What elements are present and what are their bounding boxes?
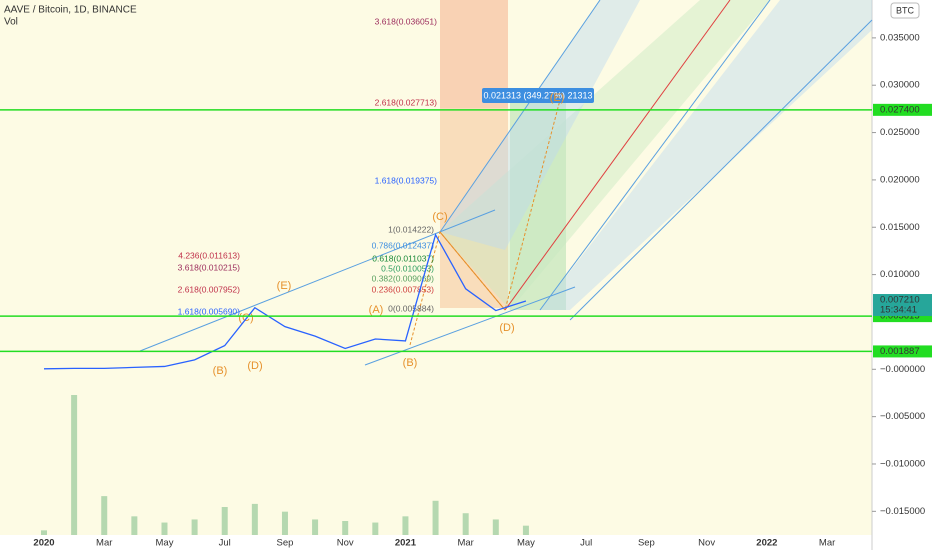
y-tick-label: 0.020000 [880,174,920,185]
currency-button[interactable] [890,2,920,19]
price-axis [872,0,932,550]
y-tick-label: 0.035000 [880,32,920,43]
volume-bar [101,496,108,535]
volume-bar [281,511,288,535]
wave-label: (B) [213,365,228,377]
channel-line [504,0,731,311]
volume-bar [41,530,47,535]
fib-label: 1.618(0.019375) [375,175,438,185]
volume-bar [462,513,469,535]
volume-bar [131,516,138,535]
fib-zone [440,108,508,308]
x-tick-label: Nov [337,538,354,549]
volume-bar [342,521,349,535]
volume-bar [492,519,499,535]
pitchfork [540,0,872,310]
volume-bar [402,516,409,535]
wave-label: (D) [499,322,514,334]
x-tick-label: Mar [819,538,835,549]
tooltip-box [482,88,594,103]
y-tick-label: 0.015000 [880,222,920,233]
fib-label: 0.786(0.012437) [372,240,435,250]
fib-label: 3.618(0.010215) [178,262,241,272]
fib-label: 0.382(0.009069) [372,273,435,283]
volume-bar [161,522,168,535]
price-line [43,233,527,370]
x-tick-label: 2020 [33,538,54,549]
wave-label: (C) [432,211,447,223]
fib-label: 1(0.014222) [388,224,434,234]
x-tick-label: Mar [457,538,473,549]
wave-label: (A) [369,304,384,316]
x-tick-label: Jul [580,538,592,549]
y-tick-label: −0.015000 [880,506,925,517]
volume-bar [71,395,78,535]
fib-label: 0.5(0.010053) [381,263,434,273]
wave-label: (D) [247,360,262,372]
volume-bar [191,519,198,535]
fib-label: 0.236(0.007853) [372,284,435,294]
x-tick-label: Sep [638,538,655,549]
y-tick-label: 0.030000 [880,80,920,91]
pitchfork [440,0,640,250]
last-price-tag [873,294,932,317]
wave-path [439,231,506,311]
wave-label: (E) [277,280,292,292]
channel-line [569,19,873,321]
level-tag [873,103,932,116]
level-label: 0.005615 [880,311,920,322]
x-tick-label: Sep [277,538,294,549]
x-tick-label: Nov [698,538,715,549]
y-tick-label: 0.010000 [880,269,920,280]
fib-label: 2.618(0.027713) [375,97,438,107]
tooltip: 0.021313 (349.27%) 21313 [483,90,592,100]
plot-background [0,0,872,535]
x-tick-label: Jul [219,538,231,549]
fib-label: 2.618(0.007952) [178,284,241,294]
x-tick-label: Mar [96,538,112,549]
x-tick-label: May [156,538,174,549]
y-tick-label: −0.010000 [880,458,925,469]
time-axis [0,535,872,550]
drawings: 0.021313 (349.27%) 21313 [139,0,873,366]
wave-label: (E) [550,92,565,104]
x-tick-label: 2021 [395,538,417,549]
level-label: 0.001887 [880,346,920,357]
fib-label: 4.236(0.011613) [178,250,240,260]
y-tick-label: −0.000000 [880,364,925,375]
channel-line [439,0,601,233]
volume-label: Vol [4,17,18,28]
channel-line [539,0,771,311]
volume-bar [522,525,529,535]
fib-label: 0(0.005884) [388,303,434,313]
x-tick-label: 2022 [756,538,777,549]
y-tick-label: 0.025000 [880,127,920,138]
level-label: 0.027400 [880,104,920,115]
volume-bar [251,503,258,535]
last-price-label: 0.007210 [880,295,920,306]
pitchfork [440,0,770,310]
y-tick-label: −0.005000 [880,411,925,422]
currency-button-label[interactable]: BTC [896,5,915,15]
volume-bar [432,500,439,535]
volume-bar [221,507,228,535]
wave-label: (B) [403,357,418,369]
volume-bar [312,519,319,535]
volume-bar [372,522,379,535]
fib-label: 3.618(0.036051) [375,16,438,26]
x-tick-label: May [517,538,535,549]
trend-line [139,209,496,352]
projection-box [510,102,566,310]
countdown: 15:34:41 [880,305,917,316]
fib-label: 1.618(0.005690) [178,306,241,316]
chart-title: AAVE / Bitcoin, 1D, BINANCE [4,5,137,16]
fib-label: 0.618(0.011037) [372,253,434,263]
level-tag [873,345,932,358]
